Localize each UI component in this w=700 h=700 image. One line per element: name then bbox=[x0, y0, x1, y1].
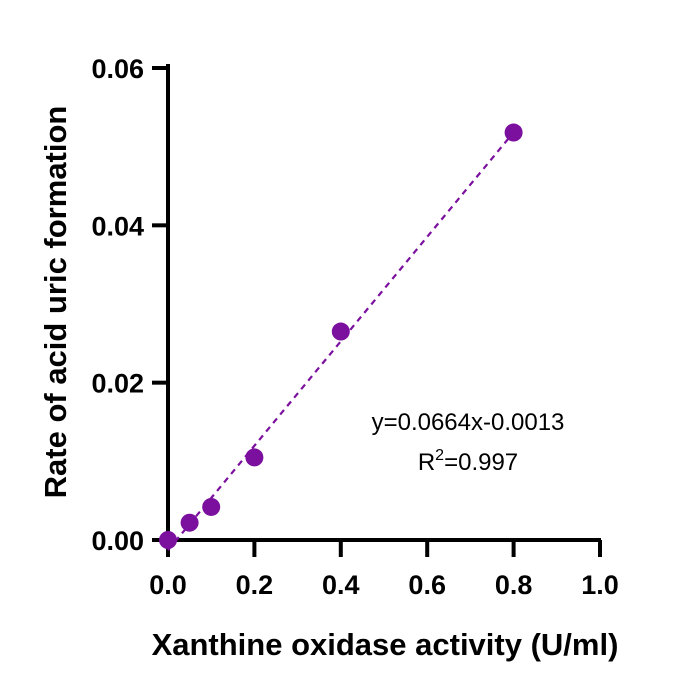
x-tick-label: 0.8 bbox=[495, 570, 533, 600]
x-tick-label: 0.2 bbox=[236, 570, 274, 600]
data-point bbox=[504, 123, 523, 142]
y-axis-title: Rate of acid uric formation bbox=[38, 106, 73, 499]
y-tick-label: 0.06 bbox=[91, 54, 144, 84]
data-point bbox=[245, 448, 264, 467]
x-axis-ticks: 0.0 0.2 0.4 0.6 0.8 1.0 bbox=[149, 540, 619, 600]
r-squared-annotation: R2=0.997 bbox=[418, 447, 518, 476]
r-squared-prefix: R bbox=[418, 449, 435, 476]
equation-annotation: y=0.0664x-0.0013 bbox=[372, 409, 565, 436]
data-points bbox=[159, 123, 523, 549]
data-point bbox=[331, 322, 350, 341]
x-tick-label: 0.6 bbox=[408, 570, 446, 600]
y-axis-ticks: 0.00 0.02 0.04 0.06 bbox=[91, 54, 168, 556]
r-squared-value: =0.997 bbox=[444, 449, 518, 476]
x-tick-label: 1.0 bbox=[581, 570, 619, 600]
data-point bbox=[180, 513, 199, 532]
x-axis-title: Xanthine oxidase activity (U/ml) bbox=[152, 627, 619, 662]
y-tick-label: 0.04 bbox=[91, 211, 144, 241]
x-tick-label: 0.4 bbox=[322, 570, 360, 600]
x-tick-label: 0.0 bbox=[149, 570, 187, 600]
data-point bbox=[202, 497, 221, 516]
regression-fit-line bbox=[167, 131, 515, 551]
y-tick-label: 0.02 bbox=[91, 369, 144, 399]
r-squared-superscript: 2 bbox=[435, 447, 444, 464]
y-tick-label: 0.00 bbox=[91, 526, 144, 556]
data-point bbox=[159, 531, 177, 549]
